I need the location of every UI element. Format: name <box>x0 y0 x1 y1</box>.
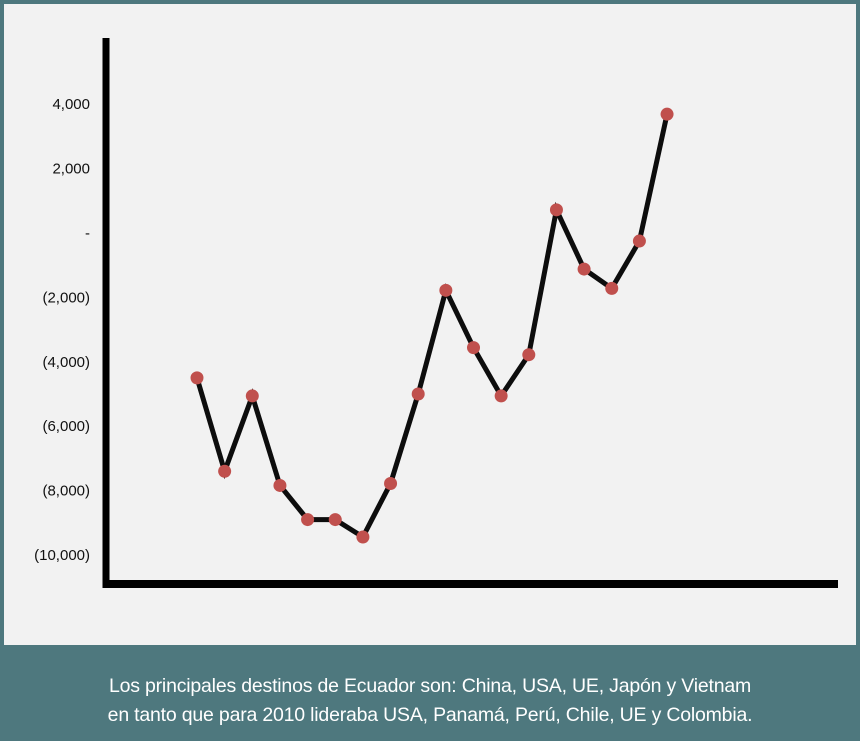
data-point <box>190 371 204 385</box>
y-tick-label: (10,000) <box>34 547 90 564</box>
y-tick-label: (6,000) <box>42 418 90 435</box>
data-point <box>356 530 370 544</box>
y-tick-label: (2,000) <box>42 289 90 306</box>
data-point <box>328 513 342 527</box>
data-point <box>577 262 591 276</box>
data-point <box>384 477 398 491</box>
caption-line-2: en tanto que para 2010 lideraba USA, Pan… <box>107 704 753 726</box>
data-point <box>301 513 315 527</box>
y-axis-ticks: 4,000 2,000 - (2,000) (4,000) (6,000) (8,000) (… <box>34 96 90 564</box>
data-point <box>439 283 453 297</box>
data-point <box>273 478 287 492</box>
y-tick-label: 2,000 <box>52 161 90 178</box>
series-markers <box>190 107 674 544</box>
data-point <box>522 348 536 362</box>
data-point <box>549 203 563 217</box>
y-tick-label: (4,000) <box>42 354 90 371</box>
series-line <box>194 113 670 541</box>
caption: Los principales destinos de Ecuador son:… <box>0 672 860 730</box>
data-point <box>605 281 619 295</box>
data-point <box>467 341 480 355</box>
y-tick-label: 4,000 <box>52 96 90 113</box>
data-point <box>632 234 646 248</box>
data-point <box>660 107 674 121</box>
y-tick-label: (8,000) <box>42 483 90 500</box>
data-point <box>245 389 259 403</box>
data-point <box>494 389 508 403</box>
data-point <box>411 387 425 401</box>
data-point <box>218 464 232 478</box>
y-tick-label: - <box>85 225 90 242</box>
caption-line-1: Los principales destinos de Ecuador son:… <box>108 675 752 697</box>
chart-panel <box>4 4 856 645</box>
